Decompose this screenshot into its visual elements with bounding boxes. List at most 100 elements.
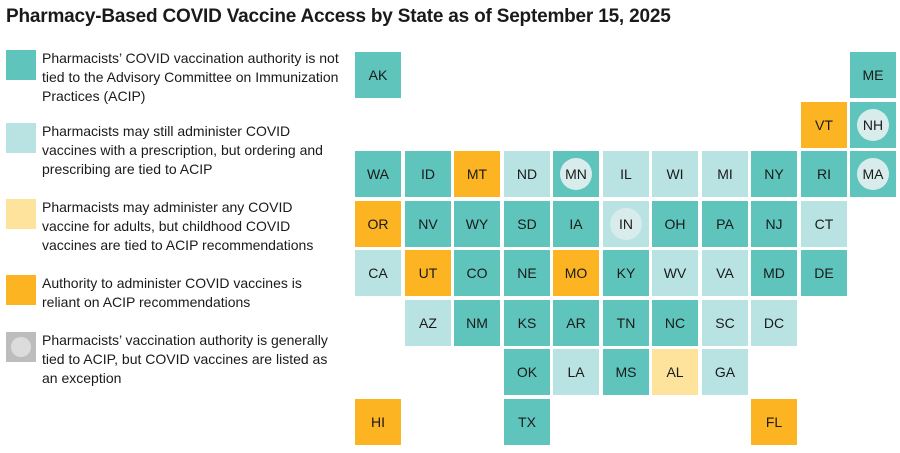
state-tile-sd: SD [504, 201, 550, 247]
state-tile-ca: CA [355, 250, 401, 296]
state-label: ID [421, 166, 435, 182]
state-tile-nh: NH [850, 102, 896, 148]
exception-circle-icon [610, 208, 642, 240]
state-label: NH [862, 117, 884, 133]
state-tile-ga: GA [702, 349, 748, 395]
state-tile-ut: UT [405, 250, 451, 296]
state-tile-mt: MT [454, 151, 500, 197]
state-label: SD [517, 216, 537, 232]
state-tile-nm: NM [454, 300, 500, 346]
state-label: OR [367, 216, 389, 232]
state-tile-il: IL [603, 151, 649, 197]
legend-label: Pharmacists’ vaccination authority is ge… [42, 332, 328, 386]
state-label: NE [517, 265, 537, 281]
state-label: RI [817, 166, 831, 182]
state-tile-nv: NV [405, 201, 451, 247]
legend-swatch [6, 199, 36, 229]
state-tile-nc: NC [652, 300, 698, 346]
legend-swatch [6, 50, 36, 80]
state-tile-dc: DC [751, 300, 797, 346]
state-tile-va: VA [702, 250, 748, 296]
state-label: KY [616, 265, 636, 281]
state-tile-md: MD [751, 250, 797, 296]
state-label: OK [516, 364, 538, 380]
state-tile-nd: ND [504, 151, 550, 197]
state-label: NY [764, 166, 784, 182]
legend-swatch [6, 123, 36, 153]
state-label: MA [862, 166, 884, 182]
state-tile-in: IN [603, 201, 649, 247]
state-tile-oh: OH [652, 201, 698, 247]
legend-label: Pharmacists may administer any COVID vac… [42, 199, 314, 253]
state-tile-la: LA [553, 349, 599, 395]
state-label: CO [466, 265, 488, 281]
state-tile-ct: CT [801, 201, 847, 247]
legend-label: Pharmacists may still administer COVID v… [42, 123, 323, 177]
state-tile-wy: WY [454, 201, 500, 247]
state-label: FL [765, 414, 783, 430]
state-label: NM [466, 315, 488, 331]
state-label: MS [615, 364, 637, 380]
state-tile-co: CO [454, 250, 500, 296]
state-tile-hi: HI [355, 399, 401, 445]
legend-label: Pharmacists’ COVID vaccination authority… [42, 50, 339, 104]
state-label: AK [368, 67, 388, 83]
state-label: IA [569, 216, 583, 232]
state-label: SC [715, 315, 735, 331]
state-label: LA [567, 364, 585, 380]
state-label: IN [619, 216, 633, 232]
state-tile-ms: MS [603, 349, 649, 395]
state-label: TN [616, 315, 636, 331]
exception-circle-icon [857, 158, 889, 190]
state-tile-vt: VT [801, 102, 847, 148]
state-tile-ne: NE [504, 250, 550, 296]
state-label: AZ [419, 315, 437, 331]
state-label: DC [763, 315, 785, 331]
state-label: MO [564, 265, 588, 281]
state-label: KS [517, 315, 537, 331]
state-label: TX [518, 414, 536, 430]
state-tile-ky: KY [603, 250, 649, 296]
state-label: VA [716, 265, 734, 281]
exception-circle-icon [11, 337, 31, 357]
state-label: UT [418, 265, 438, 281]
state-tile-sc: SC [702, 300, 748, 346]
state-label: AL [666, 364, 684, 380]
state-tile-nj: NJ [751, 201, 797, 247]
state-label: GA [714, 364, 736, 380]
legend-swatch [6, 332, 36, 362]
state-tile-az: AZ [405, 300, 451, 346]
state-tile-ma: MA [850, 151, 896, 197]
state-label: MI [717, 166, 733, 182]
state-tile-ny: NY [751, 151, 797, 197]
state-tile-ar: AR [553, 300, 599, 346]
state-label: NC [664, 315, 686, 331]
state-label: WI [666, 166, 684, 182]
state-tile-ia: IA [553, 201, 599, 247]
state-tile-ks: KS [504, 300, 550, 346]
state-tile-or: OR [355, 201, 401, 247]
state-label: NV [418, 216, 438, 232]
legend-label: Authority to administer COVID vaccines i… [42, 275, 302, 310]
state-tile-ri: RI [801, 151, 847, 197]
state-label: IL [620, 166, 632, 182]
state-label: DE [814, 265, 834, 281]
state-label: VT [815, 117, 833, 133]
state-label: ME [862, 67, 884, 83]
state-label: WA [366, 166, 390, 182]
state-tile-mi: MI [702, 151, 748, 197]
state-tile-mn: MN [553, 151, 599, 197]
state-label: PA [716, 216, 734, 232]
state-label: CA [368, 265, 388, 281]
state-tile-me: ME [850, 52, 896, 98]
state-tile-fl: FL [751, 399, 797, 445]
state-tile-tn: TN [603, 300, 649, 346]
state-label: WV [663, 265, 687, 281]
state-tile-de: DE [801, 250, 847, 296]
state-label: AR [566, 315, 586, 331]
state-label: HI [371, 414, 385, 430]
state-tile-wv: WV [652, 250, 698, 296]
exception-circle-icon [560, 158, 592, 190]
state-tile-mo: MO [553, 250, 599, 296]
state-label: ND [516, 166, 538, 182]
